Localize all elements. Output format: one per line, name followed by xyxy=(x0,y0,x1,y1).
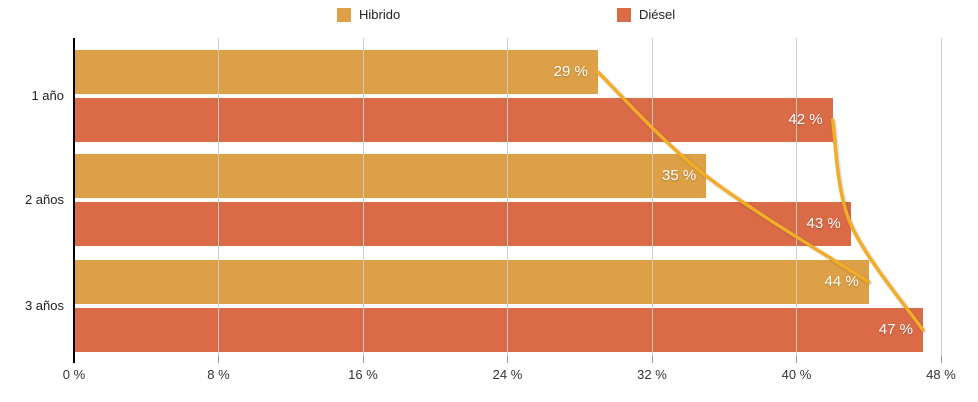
legend-label-diesel: Diésel xyxy=(639,7,676,22)
x-tick-label: 24 % xyxy=(492,367,523,382)
x-axis-tick xyxy=(651,356,653,363)
x-tick-label: 32 % xyxy=(637,367,667,382)
x-tick-label: 48 % xyxy=(926,367,956,382)
gridline xyxy=(796,38,797,356)
bar-value-label: 35 % xyxy=(661,167,697,184)
y-axis-line xyxy=(73,38,75,363)
bar-value-label: 47 % xyxy=(878,321,913,338)
gridline xyxy=(362,38,364,356)
legend-item-diesel[interactable]: Diésel xyxy=(617,7,675,22)
bar-value-label: 44 % xyxy=(824,273,859,290)
category-label: 3 años xyxy=(24,298,64,313)
x-tick-label: 0 % xyxy=(62,367,86,382)
gridline xyxy=(507,38,508,356)
gridline xyxy=(940,38,942,356)
x-axis-tick xyxy=(940,356,942,363)
x-tick-label: 16 % xyxy=(348,367,378,382)
gridline xyxy=(651,38,653,356)
x-axis-tick xyxy=(507,356,508,363)
category-label: 2 años xyxy=(24,192,64,207)
x-axis-tick xyxy=(362,356,364,363)
category-label: 1 año xyxy=(31,88,64,103)
x-axis-tick xyxy=(218,356,219,363)
bar-value-label: 43 % xyxy=(806,215,841,232)
legend-label-hibrido: Hibrido xyxy=(359,7,401,22)
legend-swatch-diesel-icon xyxy=(617,7,631,22)
bar-diésel-2-años xyxy=(75,202,851,246)
bar-hibrido-1-año xyxy=(75,50,598,94)
bar-value-label: 42 % xyxy=(788,111,823,128)
x-axis-tick xyxy=(796,356,797,363)
x-tick-label: 8 % xyxy=(207,367,230,382)
bar-diésel-3-años xyxy=(75,308,923,352)
bar-hibrido-2-años xyxy=(75,154,707,198)
x-tick-label: 40 % xyxy=(781,367,812,382)
bar-hibrido-3-años xyxy=(75,260,869,304)
legend-swatch-hibrido-icon xyxy=(337,7,351,22)
bar-value-label: 29 % xyxy=(553,63,588,80)
bar-diésel-1-año xyxy=(75,98,833,142)
gridline xyxy=(218,38,219,356)
legend-item-hibrido[interactable]: Hibrido xyxy=(337,7,400,22)
